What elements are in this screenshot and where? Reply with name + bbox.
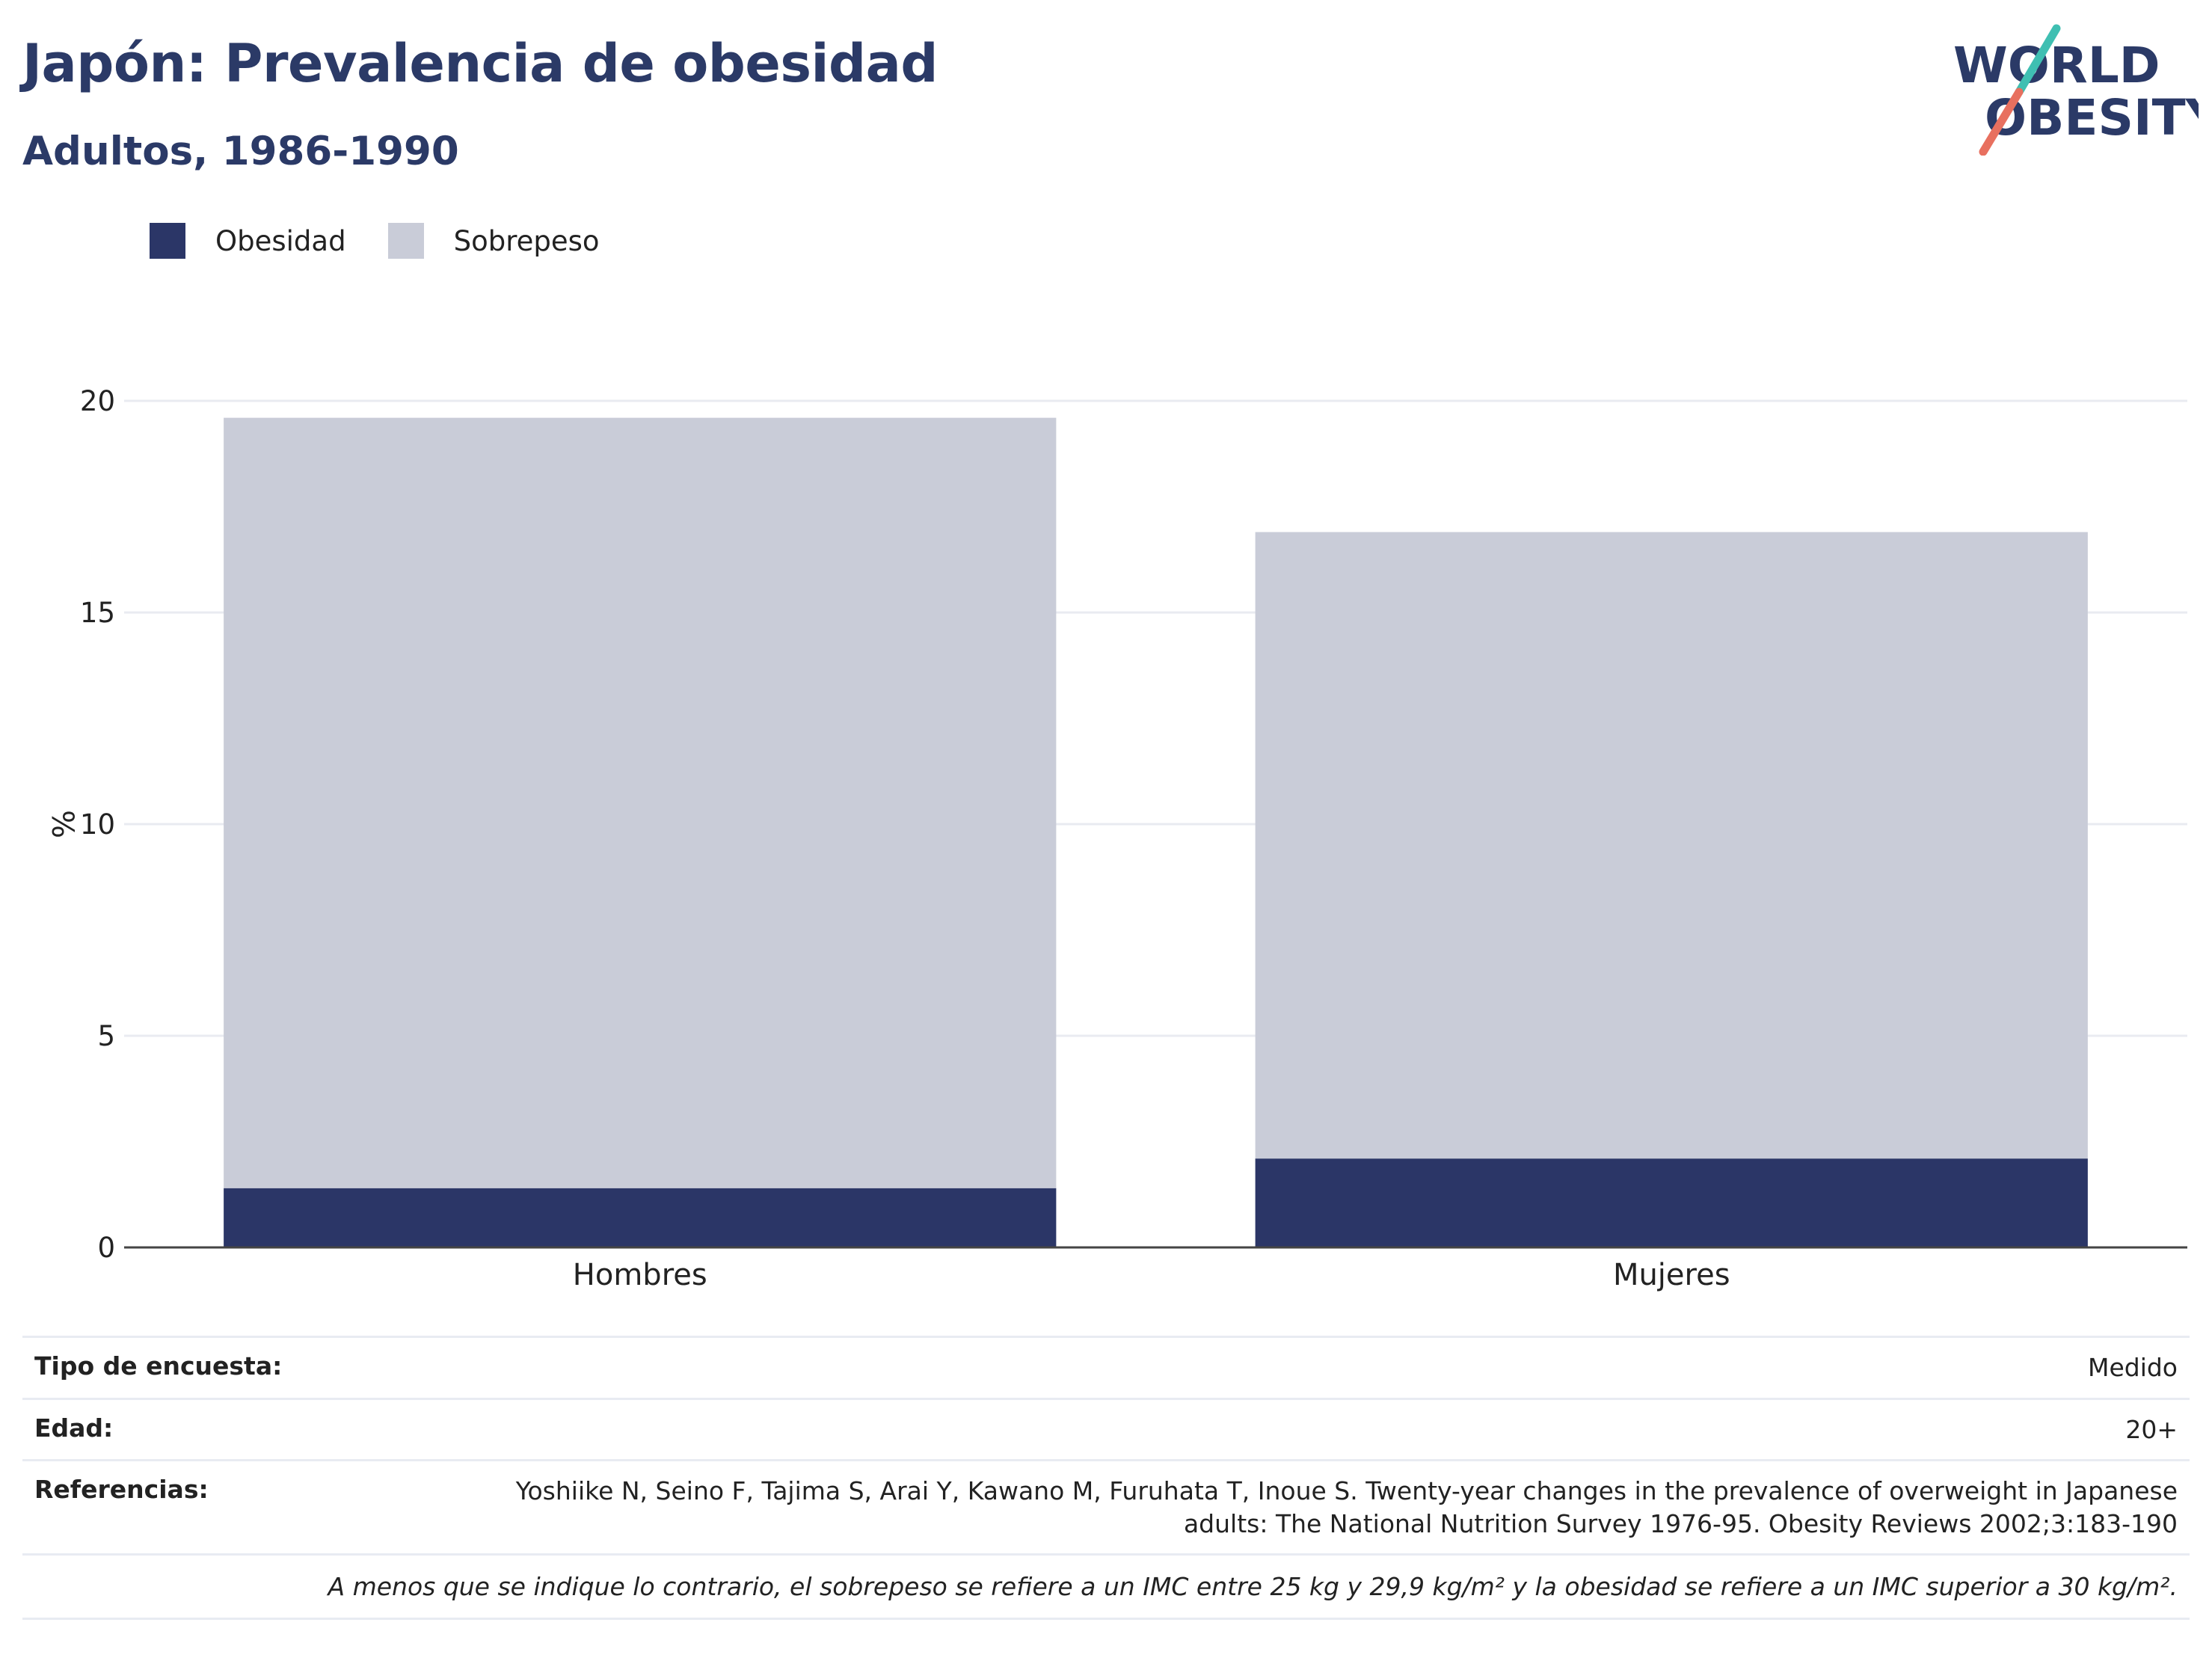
bar-hombres-obesidad	[224, 1188, 1057, 1247]
legend-swatch-obesidad	[150, 223, 185, 259]
info-key-survey-type: Tipo de encuesta:	[22, 1336, 316, 1399]
logo-line2: OBESITY	[1985, 89, 2199, 147]
info-row-references: Referencias: Yoshiike N, Seino F, Tajima…	[22, 1459, 2190, 1555]
bar-hombres-sobrepeso	[224, 417, 1057, 1188]
legend-item-sobrepeso[interactable]: Sobrepeso	[387, 223, 600, 259]
legend-item-obesidad[interactable]: Obesidad	[150, 223, 346, 259]
x-tick-label-mujeres: Mujeres	[1613, 1258, 1730, 1292]
y-tick-label-5: 5	[97, 1020, 115, 1052]
logo-slash-top	[2015, 24, 2061, 96]
survey-info-table: Tipo de encuesta: Medido Edad: 20+ Refer…	[22, 1336, 2190, 1621]
y-tick-label-20: 20	[80, 385, 115, 417]
y-tick-label-15: 15	[80, 597, 115, 629]
logo-slash-bottom	[1979, 87, 2024, 156]
legend-label-sobrepeso: Sobrepeso	[453, 224, 600, 257]
chart-legend: Obesidad Sobrepeso	[150, 223, 642, 259]
bar-chart: 0 5 10 15 20 Hombres Mujeres%	[45, 385, 2187, 1292]
bar-mujeres-sobrepeso	[1255, 532, 2088, 1159]
info-value-survey-type: Medido	[316, 1336, 2190, 1399]
legend-label-obesidad: Obesidad	[215, 224, 346, 257]
y-tick-label-10: 10	[80, 808, 115, 841]
info-value-age: 20+	[316, 1397, 2190, 1461]
info-key-references: Referencias:	[22, 1459, 316, 1555]
info-key-age: Edad:	[22, 1397, 316, 1461]
axes: 0 5 10 15 20 Hombres Mujeres%	[45, 385, 2187, 1292]
chart-subtitle: Adultos, 1986-1990	[22, 129, 459, 174]
y-tick-label-0: 0	[97, 1232, 115, 1264]
chart-title: Japón: Prevalencia de obesidad	[22, 33, 938, 94]
info-value-references: Yoshiike N, Seino F, Tajima S, Arai Y, K…	[316, 1459, 2190, 1555]
reference-line-2: adults: The National Nutrition Survey 19…	[1183, 1508, 2178, 1538]
bars	[224, 417, 2088, 1247]
logo-line1: WORLD	[1953, 37, 2160, 94]
world-obesity-logo: WORLD OBESITY	[1953, 24, 2199, 156]
bar-mujeres-obesidad	[1255, 1158, 2088, 1247]
info-row-survey-type: Tipo de encuesta: Medido	[22, 1336, 2190, 1399]
info-row-footnote: A menos que se indique lo contrario, el …	[22, 1553, 2190, 1621]
definition-footnote: A menos que se indique lo contrario, el …	[22, 1553, 2190, 1621]
legend-swatch-sobrepeso	[387, 223, 424, 259]
reference-line-1: Yoshiike N, Seino F, Tajima S, Arai Y, K…	[515, 1476, 2178, 1506]
y-axis-title: %	[45, 810, 79, 838]
x-tick-label-hombres: Hombres	[573, 1258, 707, 1292]
info-row-age: Edad: 20+	[22, 1397, 2190, 1461]
